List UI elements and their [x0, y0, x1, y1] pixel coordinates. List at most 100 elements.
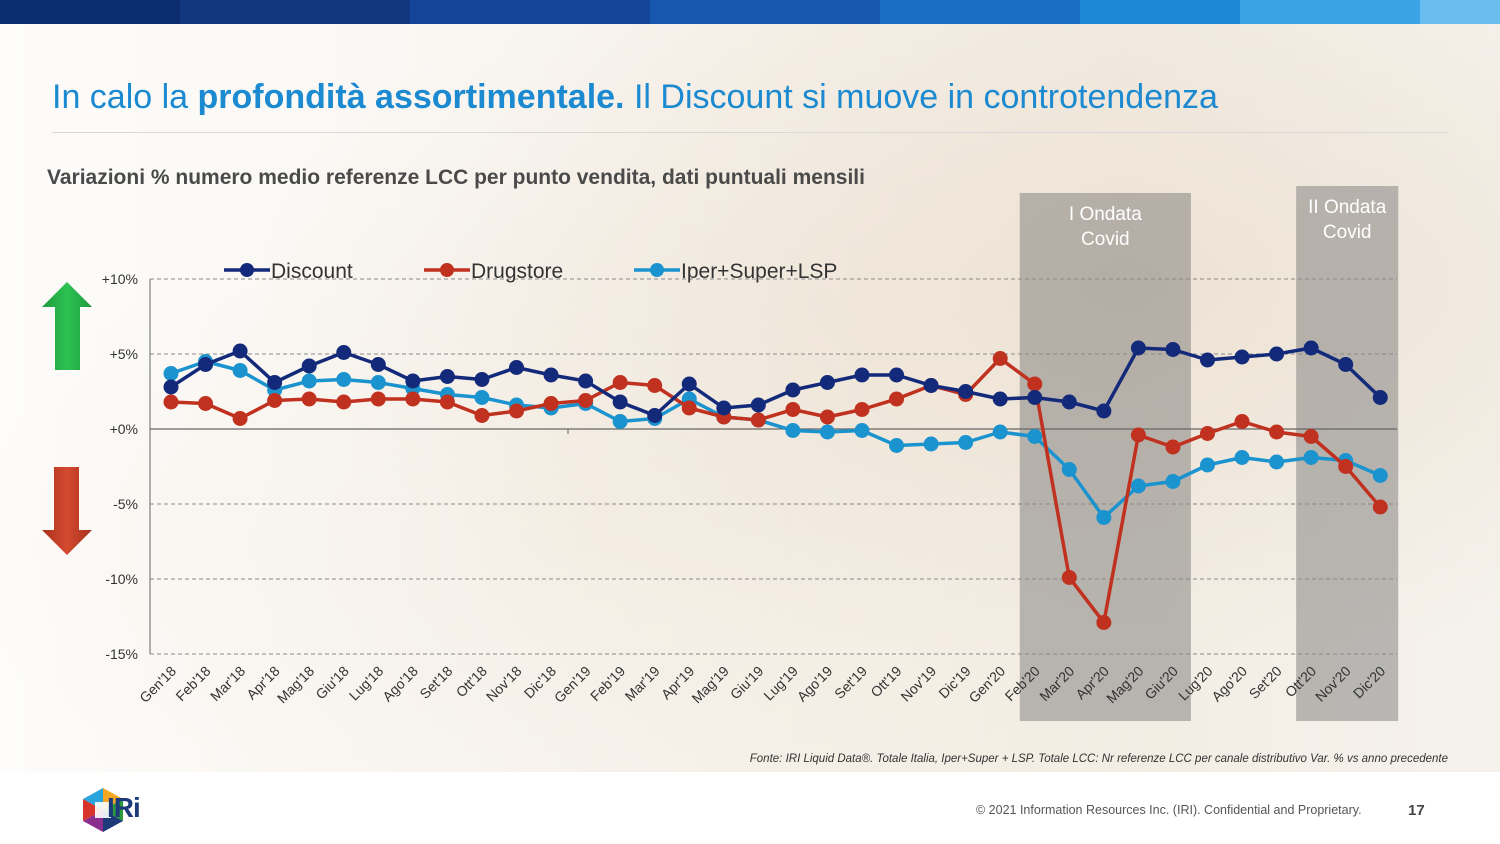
data-point: [647, 378, 663, 393]
y-tick-label: -5%: [113, 496, 138, 512]
data-point: [1200, 426, 1215, 441]
data-point: [198, 357, 214, 372]
data-point: [1303, 429, 1319, 444]
data-point: [1372, 499, 1388, 515]
legend-label: Drugstore: [471, 260, 563, 283]
data-point: [578, 393, 594, 408]
top-bar-segment: [1080, 0, 1240, 24]
data-point: [1372, 468, 1388, 483]
data-point: [1269, 346, 1285, 362]
data-point: [439, 369, 455, 384]
data-point: [336, 372, 352, 387]
x-tick-label: Giu'19: [727, 663, 767, 703]
red-down-arrow-icon: [42, 467, 92, 555]
top-bar-segment: [180, 0, 410, 24]
top-bar-segment: [880, 0, 1080, 24]
data-point: [854, 402, 870, 417]
data-point: [1130, 340, 1146, 356]
data-point: [612, 414, 628, 429]
top-bar-segment: [650, 0, 880, 24]
data-point: [370, 391, 386, 407]
data-point: [1234, 450, 1250, 465]
data-point: [474, 390, 490, 405]
background-wash: [0, 24, 1500, 772]
data-point: [819, 375, 835, 390]
data-point: [509, 360, 524, 375]
data-point: [405, 391, 421, 407]
data-point: [1027, 429, 1043, 444]
legend-swatch-dot: [240, 263, 254, 277]
data-point: [1234, 414, 1250, 429]
data-point: [1234, 349, 1250, 365]
data-point: [267, 393, 283, 408]
data-point: [1130, 478, 1146, 494]
data-point: [612, 394, 628, 410]
data-point: [785, 382, 801, 398]
data-point: [1303, 450, 1319, 465]
data-point: [854, 367, 870, 383]
x-tick-label: Ago'18: [379, 663, 421, 705]
legend-swatch-dot: [440, 263, 454, 277]
x-tick-label: Mag'19: [688, 663, 732, 707]
page-number: 17: [1408, 802, 1425, 819]
footer: [0, 772, 1500, 844]
data-point: [889, 391, 905, 407]
data-point: [1027, 376, 1043, 392]
covid-wave-label: Covid: [1323, 222, 1372, 243]
covid-wave-label: Covid: [1081, 229, 1130, 250]
data-point: [1096, 510, 1112, 525]
data-point: [1061, 462, 1077, 477]
y-tick-label: +10%: [102, 271, 138, 287]
top-bar-segment: [1420, 0, 1500, 24]
series-line-iper-super-lsp: [170, 359, 1381, 520]
legend-swatch-dot: [650, 263, 664, 277]
title-divider: [52, 132, 1447, 133]
data-point: [405, 373, 421, 389]
covid-wave-label: I Ondata: [1069, 204, 1142, 225]
x-tick-label: Giu'18: [312, 663, 352, 703]
data-point: [336, 394, 352, 410]
data-point: [785, 402, 801, 417]
title-bold-part: profondità assortimentale.: [197, 78, 625, 116]
x-tick-label: Lug'18: [346, 663, 387, 704]
x-tick-label: Gen'18: [136, 663, 179, 706]
x-tick-label: Set'18: [416, 663, 455, 702]
data-point: [1061, 570, 1077, 585]
data-point: [819, 409, 835, 425]
x-tick-label: Set'20: [1246, 663, 1285, 702]
slide-title: In calo la profondità assortimentale. Il…: [52, 78, 1218, 117]
legend-label: Iper+Super+LSP: [681, 260, 837, 283]
data-point: [785, 423, 801, 438]
data-point: [819, 424, 835, 440]
covid-wave-label: II Ondata: [1308, 197, 1387, 218]
data-point: [1269, 454, 1285, 470]
data-point: [992, 424, 1008, 440]
x-tick-label: Gen'20: [965, 663, 1008, 706]
data-point: [889, 438, 905, 453]
y-tick-label: +5%: [110, 346, 138, 362]
y-tick-label: -10%: [105, 571, 138, 587]
y-tick-label: +0%: [110, 421, 138, 437]
data-point: [301, 391, 317, 407]
data-point: [1338, 459, 1354, 474]
data-point: [923, 436, 939, 452]
x-tick-label: Gen'19: [551, 663, 594, 706]
data-point: [370, 375, 386, 390]
data-point: [1130, 427, 1146, 443]
data-point: [1372, 390, 1388, 405]
data-point: [543, 367, 559, 383]
data-point: [1200, 352, 1215, 368]
x-tick-label: Ago'20: [1208, 663, 1250, 705]
top-bar-segment: [410, 0, 650, 24]
x-tick-label: Lug'19: [760, 663, 801, 704]
data-point: [163, 394, 179, 410]
data-point: [1027, 390, 1043, 405]
data-point: [750, 412, 766, 428]
data-point: [958, 384, 974, 399]
data-point: [1165, 439, 1181, 455]
data-point: [647, 408, 663, 423]
data-point: [681, 400, 697, 416]
x-tick-label: Nov'18: [483, 663, 525, 705]
iri-logo-icon: [83, 788, 123, 832]
